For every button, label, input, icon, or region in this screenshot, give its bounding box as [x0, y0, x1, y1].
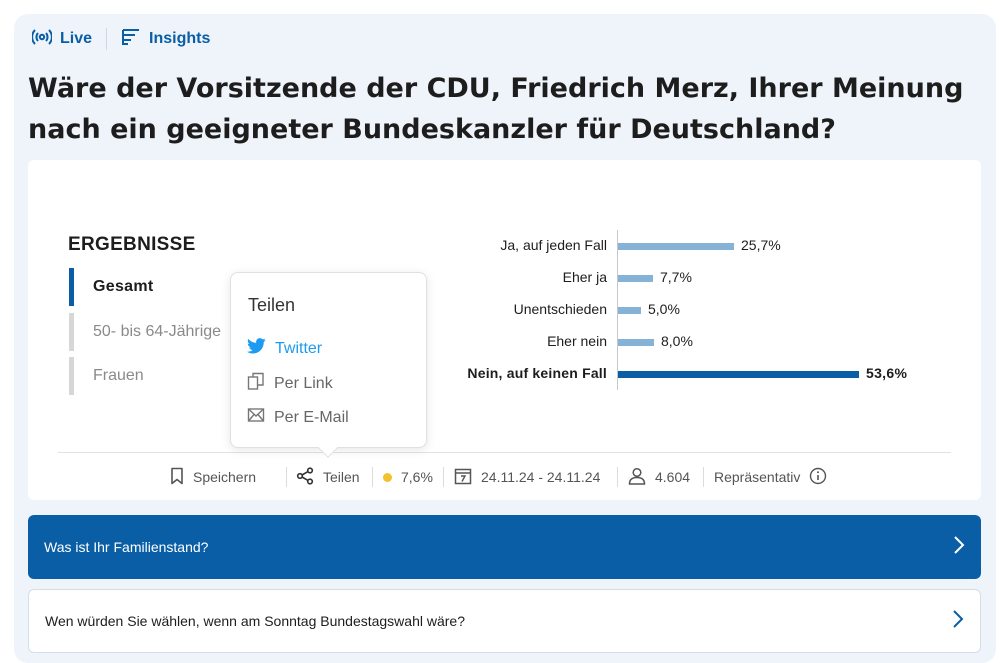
meta-separator [286, 467, 287, 487]
insights-tab[interactable]: Insights [121, 28, 210, 51]
meta-separator [703, 467, 704, 487]
respondents: 4.604 [628, 462, 690, 492]
save-label: Speichern [193, 469, 257, 485]
chevron-right-icon [952, 609, 964, 634]
share-email-option[interactable]: Per E-Mail [247, 406, 349, 429]
filter-label: Gesamt [93, 278, 154, 295]
nav-separator [106, 28, 108, 50]
filter-gesamt[interactable]: Gesamt [69, 268, 154, 306]
related-question-label: Was ist Ihr Familienstand? [44, 539, 209, 555]
representative-info[interactable]: Repräsentativ [714, 462, 827, 492]
filter-indicator [69, 268, 74, 306]
filter-indicator [69, 313, 74, 351]
live-tab-label: Live [60, 30, 93, 47]
share-link-label: Per Link [274, 374, 333, 392]
email-icon [247, 406, 265, 429]
status-dot-icon [383, 472, 392, 482]
related-question-bundestagswahl[interactable]: Wen würden Sie wählen, wenn am Sonntag B… [28, 589, 981, 653]
person-icon [628, 467, 646, 488]
twitter-bird-icon [247, 338, 266, 359]
share-icon [296, 466, 314, 488]
meta-separator [617, 467, 618, 487]
question-title: Wäre der Vorsitzende der CDU, Friedrich … [28, 73, 964, 145]
meta-separator [443, 467, 444, 487]
filter-label: Frauen [93, 367, 144, 384]
live-tab[interactable]: Live [31, 28, 93, 51]
top-navigation: Live Insights [31, 26, 210, 52]
card-divider [58, 452, 951, 453]
related-question-familienstand[interactable]: Was ist Ihr Familienstand? [28, 515, 981, 579]
share-link-option[interactable]: Per Link [247, 372, 333, 395]
bookmark-icon [170, 467, 184, 488]
respondents-value: 4.604 [655, 469, 691, 485]
chevron-right-icon [953, 535, 965, 560]
share-twitter-option[interactable]: Twitter [247, 338, 322, 359]
filter-label: 50- bis 64-Jährige [93, 323, 222, 340]
link-copy-icon [247, 372, 265, 395]
date-range-value: 24.11.24 - 24.11.24 [481, 469, 601, 485]
representative-label: Repräsentativ [714, 469, 801, 485]
related-question-label: Wen würden Sie wählen, wenn am Sonntag B… [45, 613, 465, 629]
share-label: Teilen [323, 469, 360, 485]
margin-of-error: 7,6% [383, 462, 433, 492]
share-button[interactable]: Teilen [296, 462, 360, 492]
share-popup-title: Teilen [248, 295, 296, 315]
filter-frauen[interactable]: Frauen [69, 357, 144, 395]
share-email-label: Per E-Mail [274, 408, 349, 426]
calendar-icon [454, 467, 472, 488]
margin-of-error-value: 7,6% [401, 469, 433, 485]
info-icon[interactable] [809, 467, 827, 488]
live-broadcast-icon [31, 28, 53, 51]
insights-icon [121, 28, 141, 51]
survey-date: 24.11.24 - 24.11.24 [454, 462, 600, 492]
share-twitter-label: Twitter [275, 339, 323, 357]
insights-tab-label: Insights [149, 30, 211, 47]
meta-separator [372, 467, 373, 487]
filter-indicator [69, 357, 74, 395]
results-card [28, 160, 981, 500]
filter-50-64[interactable]: 50- bis 64-Jährige [69, 313, 221, 351]
results-heading: ERGEBNISSE [68, 234, 196, 255]
save-button[interactable]: Speichern [170, 462, 256, 492]
